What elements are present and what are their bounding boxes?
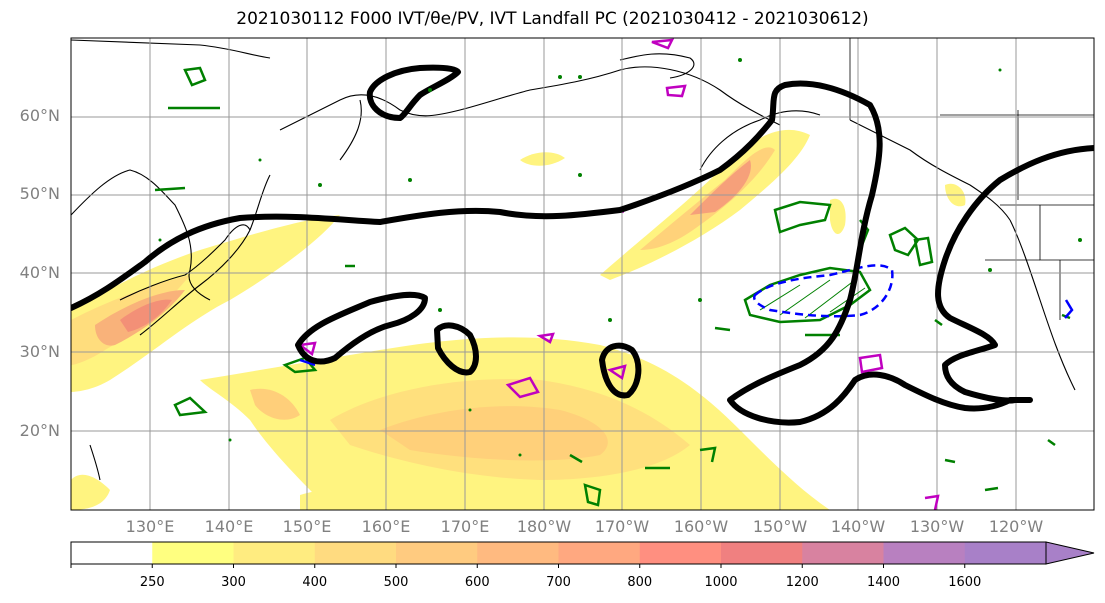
- colorbar-tick-label: 1000: [704, 575, 738, 590]
- lon-label: 180°W: [516, 517, 572, 536]
- colorbar-tick-label: 800: [627, 575, 653, 590]
- lat-label: 20°N: [19, 421, 60, 440]
- colorbar-tick-label: 1200: [785, 575, 819, 590]
- lon-label: 160°W: [673, 517, 729, 536]
- lon-label: 120°W: [988, 517, 1044, 536]
- landfall-pc-contours: [71, 64, 1094, 426]
- lat-label: 40°N: [19, 263, 60, 282]
- lat-label: 60°N: [19, 106, 60, 125]
- graticule: [71, 38, 1094, 510]
- lon-label: 140°W: [830, 517, 886, 536]
- colorbar-tick-label: 600: [464, 575, 490, 590]
- lon-label: 160°E: [361, 517, 411, 536]
- colorbar-tick-label: 500: [383, 575, 409, 590]
- colorbar-outline: [70, 541, 1047, 565]
- colorbar-cell: [721, 542, 803, 564]
- colorbar-cell: [802, 542, 884, 564]
- colorbar-cell: [233, 542, 316, 564]
- theta-e-contours: [154, 66, 1071, 507]
- colorbar-cell: [558, 542, 641, 564]
- lon-label: 140°E: [204, 517, 254, 536]
- colorbar-cell: [314, 542, 397, 564]
- colorbar-extension: [1045, 541, 1095, 565]
- lon-label: 170°W: [594, 517, 650, 536]
- colorbar-cell: [883, 542, 966, 564]
- colorbar-tick-label: 250: [139, 575, 165, 590]
- colorbar-tick-label: 700: [546, 575, 571, 590]
- colorbar-cell: [964, 542, 1047, 564]
- boundaries: [849, 38, 1094, 320]
- lon-label: 170°E: [440, 517, 490, 536]
- lon-label: 130°E: [125, 517, 175, 536]
- colorbar-cell: [396, 542, 478, 564]
- ivt-field: [71, 129, 966, 510]
- lat-label: 30°N: [19, 342, 60, 361]
- colorbar-tick-label: 300: [221, 575, 246, 590]
- colorbar-tick-label: 400: [302, 575, 328, 590]
- colorbar-cell: [152, 542, 234, 564]
- pv-negative-contours: [753, 264, 894, 318]
- map-title: 2021030112 F000 IVT/θe/PV, IVT Landfall …: [236, 9, 869, 29]
- scattered-features: [158, 58, 1082, 457]
- colorbar-cell: [71, 542, 153, 564]
- pv-negative-small: [299, 299, 1074, 367]
- pv-positive-contours: [296, 38, 940, 510]
- lon-label: 150°W: [752, 517, 808, 536]
- map-frame: [70, 37, 1095, 511]
- colorbar-cell: [477, 542, 559, 564]
- colorbar-tick-label: 1600: [948, 575, 982, 590]
- map-panel: [70, 37, 1095, 511]
- colorbar-tick-label: 1400: [866, 575, 901, 590]
- lat-label: 50°N: [19, 184, 60, 203]
- lon-label: 150°E: [282, 517, 332, 536]
- lon-label: 130°W: [909, 517, 965, 536]
- colorbar-cell: [639, 542, 722, 564]
